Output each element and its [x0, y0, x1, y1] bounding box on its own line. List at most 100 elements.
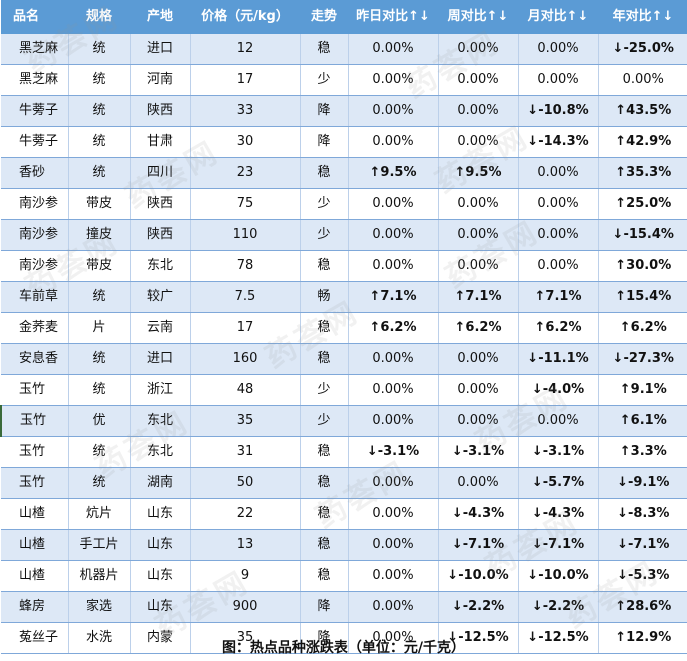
- table-row: 玉竹统浙江 48 少 0.00% 0.00% ↓-4.0% ↑9.1%: [1, 374, 687, 406]
- table-row: 牛蒡子统甘肃 30 降 0.00% 0.00% ↓-14.3% ↑42.9%: [1, 126, 687, 158]
- cell-day: ↑7.1%: [348, 281, 439, 313]
- cell-origin: 湖南: [130, 467, 191, 499]
- cell-trend: 降: [300, 95, 349, 127]
- cell-origin: 河南: [130, 64, 191, 96]
- cell-year: 0.00%: [598, 64, 687, 96]
- cell-origin: 四川: [130, 157, 191, 189]
- col-header-day-compare: 昨日对比↑↓: [348, 0, 438, 34]
- cell-trend: 稳: [300, 498, 349, 530]
- cell-year: ↑12.9%: [598, 622, 687, 654]
- cell-name: 黑芝麻: [1, 64, 69, 96]
- cell-day: ↑6.2%: [348, 312, 439, 344]
- cell-spec: 带皮: [68, 250, 131, 282]
- cell-week: 0.00%: [438, 250, 519, 282]
- cell-trend: 少: [300, 188, 349, 220]
- cell-origin: 陕西: [130, 219, 191, 251]
- cell-spec: 撞皮: [68, 219, 131, 251]
- cell-trend: 稳: [300, 529, 349, 561]
- cell-price: 35: [190, 622, 301, 654]
- cell-week: ↓-2.2%: [438, 591, 519, 623]
- table-row: 黑芝麻统进口 12 稳 0.00% 0.00% 0.00% ↓-25.0%: [1, 34, 687, 65]
- cell-month: ↓-10.8%: [518, 95, 599, 127]
- cell-name: 菟丝子: [1, 622, 69, 654]
- cell-name: 安息香: [1, 343, 69, 375]
- cell-month: ↓-4.0%: [518, 374, 599, 406]
- cell-month: 0.00%: [518, 405, 599, 437]
- cell-name: 玉竹: [1, 374, 69, 406]
- cell-year: ↑15.4%: [598, 281, 687, 313]
- cell-origin: 内蒙: [130, 622, 191, 654]
- cell-day: 0.00%: [348, 529, 439, 561]
- cell-origin: 东北: [130, 436, 191, 468]
- cell-name: 蜂房: [1, 591, 69, 623]
- cell-origin: 进口: [130, 343, 191, 375]
- cell-trend: 稳: [300, 157, 349, 189]
- cell-spec: 家选: [68, 591, 131, 623]
- cell-name: 南沙参: [1, 219, 69, 251]
- cell-price: 7.5: [190, 281, 301, 313]
- cell-week: 0.00%: [438, 34, 519, 65]
- cell-week: ↑9.5%: [438, 157, 519, 189]
- cell-day: 0.00%: [348, 250, 439, 282]
- cell-spec: 统: [68, 64, 131, 96]
- cell-price: 160: [190, 343, 301, 375]
- cell-day: 0.00%: [348, 219, 439, 251]
- table-row: 南沙参 带皮 陕西 75 少 0.00% 0.00% 0.00% ↑25.0%: [1, 188, 687, 220]
- cell-spec: 统: [68, 467, 131, 499]
- cell-name: 金荞麦: [1, 312, 69, 344]
- table-row: 玉竹统东北 31 稳 ↓-3.1% ↓-3.1% ↓-3.1% ↑3.3%: [1, 436, 687, 468]
- table-row: 山楂 手工片 山东 13 稳 0.00% ↓-7.1% ↓-7.1% ↓-7.1%: [1, 529, 687, 561]
- cell-day: ↑9.5%: [348, 157, 439, 189]
- table-row: 安息香统进口 160 稳 0.00% 0.00% ↓-11.1% ↓-27.3%: [1, 343, 687, 375]
- cell-name: 香砂: [1, 157, 69, 189]
- table-row: 菟丝子 水洗 内蒙 35 降 0.00% ↓-12.5% ↓-12.5% ↑12.9%: [1, 622, 687, 654]
- cell-year: ↑42.9%: [598, 126, 687, 158]
- cell-origin: 山东: [130, 498, 191, 530]
- cell-week: 0.00%: [438, 188, 519, 220]
- cell-day: 0.00%: [348, 498, 439, 530]
- cell-trend: 稳: [300, 436, 349, 468]
- table-row: 车前草统较广 7.5 畅 ↑7.1% ↑7.1% ↑7.1% ↑15.4%: [1, 281, 687, 313]
- cell-name: 车前草: [1, 281, 69, 313]
- cell-name: 黑芝麻: [1, 34, 69, 65]
- cell-week: ↓-4.3%: [438, 498, 519, 530]
- cell-origin: 浙江: [130, 374, 191, 406]
- cell-origin: 山东: [130, 560, 191, 592]
- cell-origin: 陕西: [130, 188, 191, 220]
- cell-spec: 统: [68, 157, 131, 189]
- cell-year: ↓-15.4%: [598, 219, 687, 251]
- cell-name: 玉竹: [1, 436, 69, 468]
- col-header-year-compare: 年对比↑↓: [598, 0, 687, 34]
- cell-day: 0.00%: [348, 95, 439, 127]
- cell-origin: 山东: [130, 529, 191, 561]
- cell-name: 牛蒡子: [1, 126, 69, 158]
- cell-year: ↑3.3%: [598, 436, 687, 468]
- cell-month: 0.00%: [518, 64, 599, 96]
- cell-day: ↓-3.1%: [348, 436, 439, 468]
- cell-spec: 统: [68, 436, 131, 468]
- cell-day: 0.00%: [348, 343, 439, 375]
- header-row: 品名 规格 产地 价格（元/kg） 走势 昨日对比↑↓ 周对比↑↓ 月对比↑↓ …: [1, 0, 687, 34]
- cell-month: 0.00%: [518, 157, 599, 189]
- cell-week: ↓-3.1%: [438, 436, 519, 468]
- cell-year: ↑6.1%: [598, 405, 687, 437]
- cell-year: ↓-5.3%: [598, 560, 687, 592]
- table-row: 山楂 炕片 山东 22 稳 0.00% ↓-4.3% ↓-4.3% ↓-8.3%: [1, 498, 687, 530]
- cell-name: 山楂: [1, 498, 69, 530]
- cell-month: ↓-4.3%: [518, 498, 599, 530]
- cell-spec: 统: [68, 374, 131, 406]
- cell-origin: 山东: [130, 591, 191, 623]
- cell-spec: 统: [68, 343, 131, 375]
- cell-origin: 东北: [130, 250, 191, 282]
- cell-day: 0.00%: [348, 405, 439, 437]
- table-row: 香砂统四川 23 稳 ↑9.5% ↑9.5% 0.00% ↑35.3%: [1, 157, 687, 189]
- col-header-origin: 产地: [130, 0, 190, 34]
- cell-spec: 统: [68, 126, 131, 158]
- cell-trend: 降: [300, 126, 349, 158]
- cell-price: 17: [190, 64, 301, 96]
- table-row: 山楂 机器片 山东 9 稳 0.00% ↓-10.0% ↓-10.0% ↓-5.3%: [1, 560, 687, 592]
- cell-spec: 水洗: [68, 622, 131, 654]
- cell-week: 0.00%: [438, 405, 519, 437]
- table-row: 牛蒡子统陕西 33 降 0.00% 0.00% ↓-10.8% ↑43.5%: [1, 95, 687, 127]
- cell-price: 9: [190, 560, 301, 592]
